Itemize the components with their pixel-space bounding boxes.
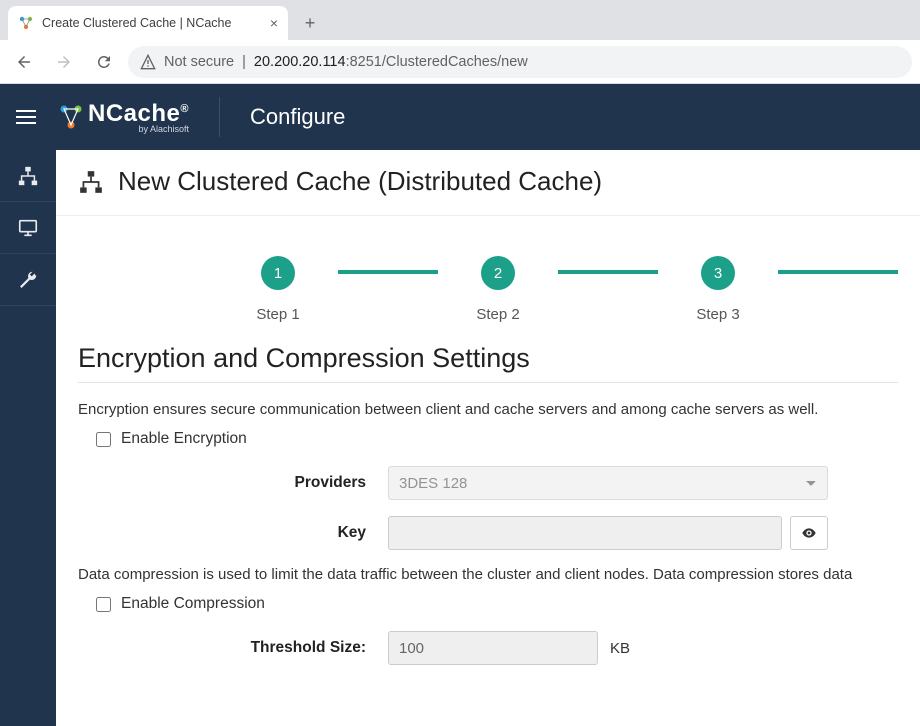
- step-circle: 3: [701, 256, 735, 290]
- sidebar-item-local[interactable]: [0, 202, 56, 254]
- step-circle: 2: [481, 256, 515, 290]
- not-secure-label: Not secure: [164, 54, 234, 70]
- step-connector: [558, 270, 658, 274]
- step-connector: [338, 270, 438, 274]
- address-separator: |: [242, 54, 246, 70]
- key-input[interactable]: [388, 516, 782, 550]
- providers-label: Providers: [78, 474, 388, 492]
- app-header: NCache® by Alachisoft Configure: [0, 84, 920, 150]
- page-title: New Clustered Cache (Distributed Cache): [118, 166, 602, 197]
- threshold-label: Threshold Size:: [78, 639, 388, 657]
- product-logo[interactable]: NCache® by Alachisoft: [56, 100, 189, 134]
- providers-select[interactable]: 3DES 128: [388, 466, 828, 500]
- key-label: Key: [78, 524, 388, 542]
- enable-compression-row[interactable]: Enable Compression: [96, 595, 898, 613]
- step-label: Step 3: [696, 306, 739, 323]
- sidebar-item-clustered[interactable]: [0, 150, 56, 202]
- step-label: Step 1: [256, 306, 299, 323]
- header-section: Configure: [250, 104, 345, 130]
- url-path: /ClusteredCaches/new: [382, 54, 528, 70]
- main-content: New Clustered Cache (Distributed Cache) …: [56, 150, 920, 726]
- menu-toggle-button[interactable]: [16, 106, 36, 128]
- back-button[interactable]: [8, 46, 40, 78]
- threshold-row: Threshold Size: KB: [78, 631, 898, 665]
- arrow-right-icon: [55, 53, 73, 71]
- step-3[interactable]: 3 Step 3: [658, 256, 778, 323]
- key-row: Key: [78, 516, 898, 550]
- section-title: Encryption and Compression Settings: [78, 343, 898, 374]
- enable-encryption-checkbox[interactable]: [96, 432, 111, 447]
- monitor-icon: [17, 217, 39, 239]
- tab-title: Create Clustered Cache | NCache: [42, 16, 262, 30]
- wrench-icon: [17, 269, 39, 291]
- encryption-description: Encryption ensures secure communication …: [78, 401, 898, 418]
- threshold-input[interactable]: [388, 631, 598, 665]
- browser-tab[interactable]: Create Clustered Cache | NCache ×: [8, 6, 288, 40]
- wizard-stepper: 1 Step 1 2 Step 2 3 Step 3: [78, 236, 898, 333]
- browser-toolbar: Not secure | 20.200.20.114:8251/Clustere…: [0, 40, 920, 84]
- providers-row: Providers 3DES 128: [78, 466, 898, 500]
- section-divider: [78, 382, 898, 383]
- reveal-key-button[interactable]: [790, 516, 828, 550]
- step-2[interactable]: 2 Step 2: [438, 256, 558, 323]
- url-port: :8251: [346, 54, 382, 70]
- sidebar-item-tools[interactable]: [0, 254, 56, 306]
- threshold-unit: KB: [610, 640, 630, 657]
- tab-strip: Create Clustered Cache | NCache × +: [0, 0, 920, 40]
- address-bar[interactable]: Not secure | 20.200.20.114:8251/Clustere…: [128, 46, 912, 78]
- step-circle: 1: [261, 256, 295, 290]
- reload-button[interactable]: [88, 46, 120, 78]
- browser-chrome: Create Clustered Cache | NCache × + Not …: [0, 0, 920, 84]
- enable-encryption-row[interactable]: Enable Encryption: [96, 430, 898, 448]
- page-title-row: New Clustered Cache (Distributed Cache): [56, 150, 920, 216]
- network-icon: [17, 165, 39, 187]
- logo-icon: [56, 102, 86, 132]
- enable-encryption-label: Enable Encryption: [121, 430, 247, 448]
- arrow-left-icon: [15, 53, 33, 71]
- enable-compression-label: Enable Compression: [121, 595, 265, 613]
- cluster-icon: [78, 169, 104, 195]
- new-tab-button[interactable]: +: [296, 9, 324, 37]
- step-label: Step 2: [476, 306, 519, 323]
- compression-description: Data compression is used to limit the da…: [78, 566, 898, 583]
- not-secure-icon: [140, 54, 156, 70]
- step-connector: [778, 270, 898, 274]
- url-host: 20.200.20.114: [254, 54, 346, 70]
- tab-close-icon[interactable]: ×: [270, 15, 278, 31]
- reload-icon: [95, 53, 113, 71]
- header-divider: [219, 97, 220, 137]
- forward-button[interactable]: [48, 46, 80, 78]
- eye-icon: [801, 525, 817, 541]
- tab-favicon-icon: [18, 15, 34, 31]
- sidebar: [0, 150, 56, 726]
- product-byline: by Alachisoft: [88, 124, 189, 134]
- enable-compression-checkbox[interactable]: [96, 597, 111, 612]
- step-1[interactable]: 1 Step 1: [218, 256, 338, 323]
